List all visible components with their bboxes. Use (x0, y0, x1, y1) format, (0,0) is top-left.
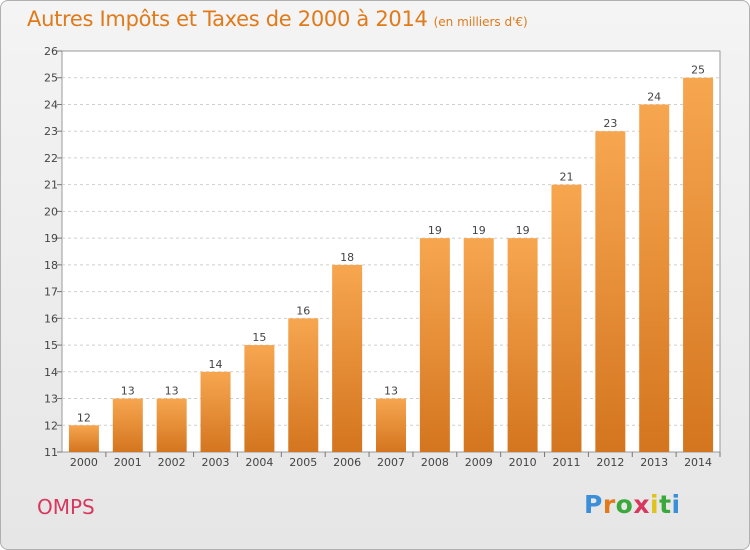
x-tick-label: 2010 (509, 456, 537, 469)
bar-value-label: 16 (296, 304, 310, 317)
x-tick-label: 2013 (640, 456, 668, 469)
x-tick-label: 2014 (684, 456, 712, 469)
y-tick-label: 16 (44, 312, 58, 325)
x-tick-label: 2002 (158, 456, 186, 469)
city-name: OMPS (37, 495, 95, 519)
x-tick-label: 2000 (70, 456, 98, 469)
y-tick-label: 22 (44, 152, 58, 165)
bar-2010 (507, 238, 538, 452)
bar-value-label: 13 (165, 385, 179, 398)
y-tick-label: 18 (44, 259, 58, 272)
bar-value-label: 21 (559, 171, 573, 184)
bar-value-label: 19 (516, 224, 530, 237)
bar-value-label: 19 (428, 224, 442, 237)
bar-2014 (683, 77, 714, 452)
title-unit: (en milliers d'€) (433, 15, 528, 29)
bar-2011 (551, 184, 582, 452)
y-tick-label: 26 (44, 45, 58, 58)
bar-2013 (639, 104, 670, 452)
bar-value-label: 18 (340, 251, 354, 264)
x-tick-label: 2003 (202, 456, 230, 469)
bar-value-label: 12 (77, 411, 91, 424)
bar-2005 (288, 318, 319, 452)
y-tick-label: 11 (44, 446, 58, 459)
bar-2007 (376, 398, 406, 452)
bar-2009 (463, 238, 494, 452)
bar-2006 (332, 264, 363, 452)
y-tick-label: 15 (44, 339, 58, 352)
y-tick-label: 23 (44, 125, 58, 138)
bar-2008 (419, 238, 450, 452)
x-tick-label: 2012 (596, 456, 624, 469)
y-tick-label: 17 (44, 286, 58, 299)
x-tick-label: 2011 (552, 456, 580, 469)
x-tick-label: 2008 (421, 456, 449, 469)
bar-2000 (68, 425, 99, 452)
y-tick-label: 24 (44, 98, 58, 111)
bar-value-label: 24 (647, 90, 661, 103)
x-tick-label: 2009 (465, 456, 493, 469)
bar-2012 (595, 131, 626, 452)
bar-2001 (112, 398, 143, 452)
bar-value-label: 13 (384, 385, 398, 398)
x-tick-label: 2001 (114, 456, 142, 469)
bar-value-label: 13 (121, 385, 135, 398)
title-main: Autres Impôts et Taxes de 2000 à 2014 (27, 7, 428, 31)
bar-value-label: 25 (691, 64, 705, 77)
y-tick-label: 19 (44, 232, 58, 245)
y-tick-label: 12 (44, 419, 58, 432)
y-tick-label: 25 (44, 72, 58, 85)
bar-value-label: 14 (209, 358, 223, 371)
bar-2003 (200, 371, 231, 452)
bar-value-label: 15 (252, 331, 266, 344)
y-tick-label: 14 (44, 366, 58, 379)
chart-title: Autres Impôts et Taxes de 2000 à 2014 (en… (27, 7, 528, 31)
y-tick-label: 13 (44, 393, 58, 406)
x-tick-label: 2004 (245, 456, 273, 469)
bar-value-label: 19 (472, 224, 486, 237)
y-tick-label: 20 (44, 205, 58, 218)
y-tick-label: 21 (44, 179, 58, 192)
x-tick-label: 2005 (289, 456, 317, 469)
proxiti-logo: Proxiti (584, 490, 681, 519)
x-tick-label: 2006 (333, 456, 361, 469)
bar-2002 (156, 398, 187, 452)
bar-value-label: 23 (603, 117, 617, 130)
bar-2004 (244, 345, 275, 452)
x-tick-label: 2007 (377, 456, 405, 469)
